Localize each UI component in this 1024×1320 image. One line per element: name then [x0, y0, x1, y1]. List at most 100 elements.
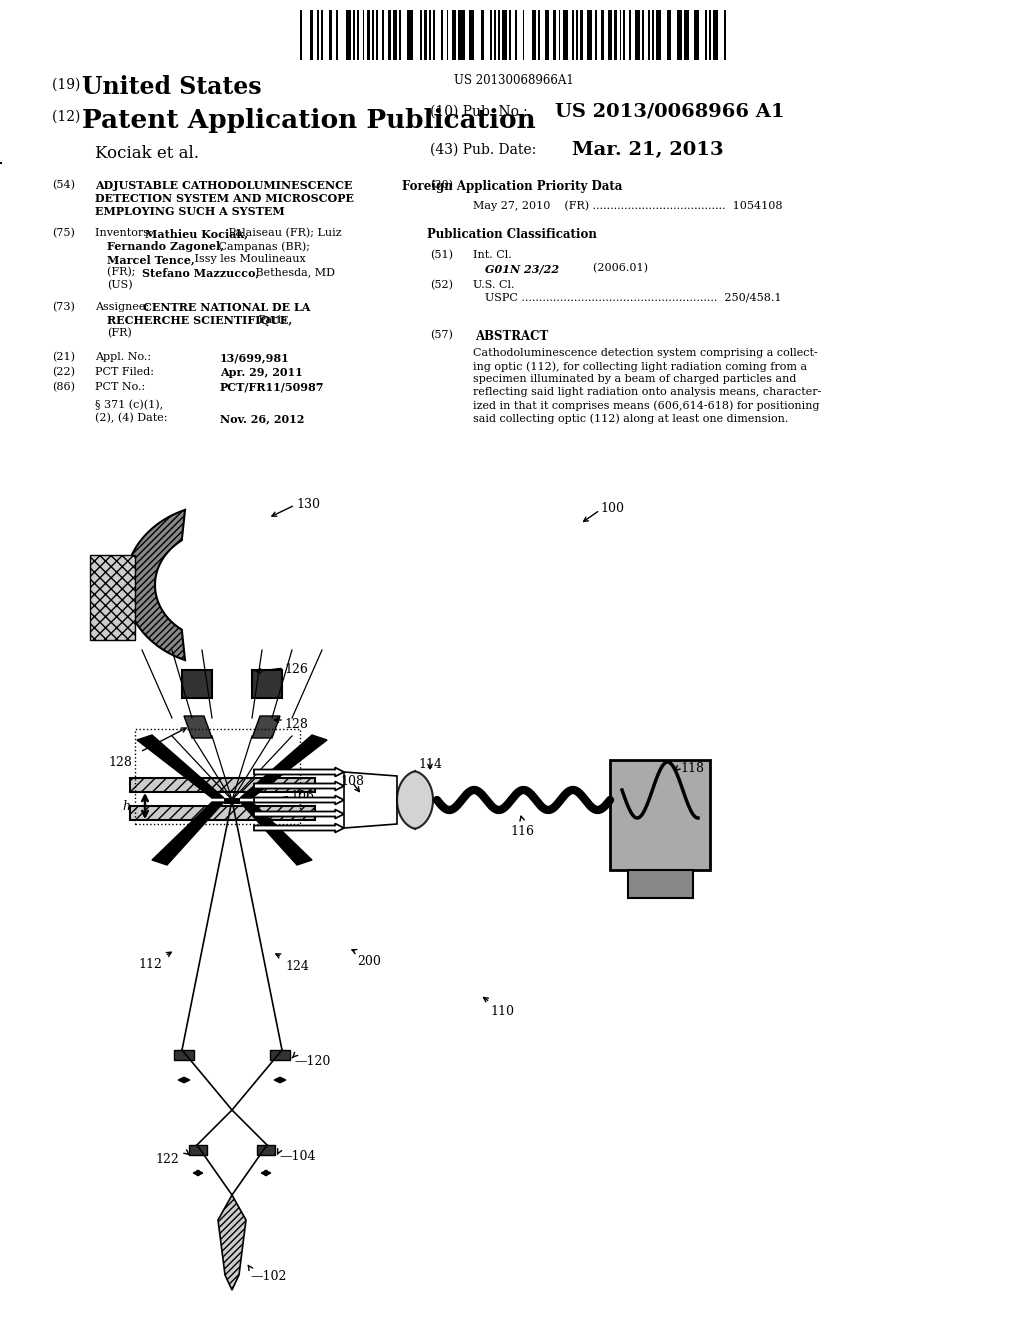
Text: 126: 126: [284, 663, 308, 676]
Bar: [399, 11, 400, 59]
Bar: [353, 11, 355, 59]
FancyArrow shape: [254, 809, 344, 818]
Text: (30): (30): [430, 180, 453, 190]
Bar: [580, 11, 583, 59]
Bar: [469, 11, 474, 59]
Text: US 2013/0068966 A1: US 2013/0068966 A1: [555, 103, 784, 121]
Bar: [694, 11, 699, 59]
Bar: [420, 11, 422, 59]
Text: 130: 130: [296, 498, 319, 511]
Bar: [709, 11, 711, 59]
Bar: [532, 11, 536, 59]
Text: h: h: [122, 800, 130, 813]
Text: (43) Pub. Date:: (43) Pub. Date:: [430, 143, 537, 157]
Bar: [629, 11, 631, 59]
Text: Inventors:: Inventors:: [95, 228, 157, 238]
Text: 128: 128: [284, 718, 308, 731]
Text: Int. Cl.: Int. Cl.: [473, 249, 512, 260]
Bar: [433, 11, 435, 59]
Bar: [575, 11, 578, 59]
Bar: [628, 870, 693, 898]
Text: —104: —104: [279, 1150, 315, 1163]
Bar: [522, 11, 524, 59]
Bar: [453, 11, 456, 59]
Text: 122: 122: [155, 1152, 179, 1166]
Text: Palaiseau (FR); Luiz: Palaiseau (FR); Luiz: [225, 228, 342, 239]
Bar: [480, 11, 484, 59]
Bar: [494, 11, 496, 59]
Text: ized in that it comprises means (606,614-618) for positioning: ized in that it comprises means (606,614…: [473, 400, 819, 411]
Text: Mathieu Kociak,: Mathieu Kociak,: [145, 228, 248, 239]
Text: U.S. Cl.: U.S. Cl.: [473, 280, 514, 290]
Text: Kociak et al.: Kociak et al.: [95, 145, 199, 162]
Text: —102: —102: [250, 1270, 287, 1283]
Text: PCT/FR11/50987: PCT/FR11/50987: [220, 381, 325, 393]
Bar: [620, 11, 622, 59]
Text: Appl. No.:: Appl. No.:: [95, 352, 152, 362]
Bar: [182, 671, 212, 698]
FancyArrow shape: [254, 796, 344, 804]
Polygon shape: [252, 715, 280, 738]
Bar: [252, 671, 282, 698]
Bar: [424, 11, 427, 59]
Text: 112: 112: [138, 958, 162, 972]
Bar: [135, 729, 300, 824]
Bar: [387, 11, 391, 59]
Text: reflecting said light radiation onto analysis means, character-: reflecting said light radiation onto ana…: [473, 387, 821, 397]
Bar: [321, 11, 323, 59]
Bar: [224, 799, 240, 804]
Text: (FR): (FR): [106, 327, 132, 338]
Text: (57): (57): [430, 330, 453, 341]
Bar: [724, 11, 726, 59]
Text: specimen illuminated by a beam of charged particles and: specimen illuminated by a beam of charge…: [473, 374, 797, 384]
Bar: [367, 11, 370, 59]
Text: 116: 116: [510, 825, 534, 838]
Bar: [684, 11, 689, 59]
Bar: [677, 11, 682, 59]
Bar: [642, 11, 644, 59]
Polygon shape: [152, 803, 224, 865]
Text: (86): (86): [52, 381, 75, 392]
Text: 124: 124: [285, 960, 309, 973]
Text: 200: 200: [357, 954, 381, 968]
Text: (75): (75): [52, 228, 75, 239]
Text: (21): (21): [52, 352, 75, 362]
Text: PCT Filed:: PCT Filed:: [95, 367, 154, 378]
Bar: [509, 11, 511, 59]
Bar: [270, 1049, 290, 1060]
Text: Stefano Mazzucco,: Stefano Mazzucco,: [142, 267, 259, 279]
Bar: [601, 11, 604, 59]
Text: (US): (US): [106, 280, 133, 290]
Text: 108: 108: [340, 775, 364, 788]
Bar: [588, 11, 593, 59]
Text: CENTRE NATIONAL DE LA: CENTRE NATIONAL DE LA: [143, 302, 310, 313]
Text: (10) Pub. No.:: (10) Pub. No.:: [430, 106, 532, 119]
Text: ADJUSTABLE CATHODOLUMINESCENCE: ADJUSTABLE CATHODOLUMINESCENCE: [95, 180, 352, 191]
Polygon shape: [397, 771, 433, 829]
Text: —120: —120: [294, 1055, 331, 1068]
Bar: [336, 11, 338, 59]
Bar: [429, 11, 431, 59]
Text: United States: United States: [82, 75, 261, 99]
Text: May 27, 2010    (FR) ......................................  1054108: May 27, 2010 (FR) ......................…: [473, 201, 782, 211]
Text: PCT No.:: PCT No.:: [95, 381, 145, 392]
Text: 110: 110: [490, 1005, 514, 1018]
Polygon shape: [240, 735, 327, 799]
Text: (12): (12): [52, 110, 85, 124]
Bar: [559, 11, 560, 59]
Text: Foreign Application Priority Data: Foreign Application Priority Data: [401, 180, 623, 193]
Bar: [300, 11, 302, 59]
Text: 106: 106: [290, 789, 314, 803]
Bar: [373, 11, 374, 59]
Polygon shape: [125, 510, 185, 660]
Text: Fernando Zagonel,: Fernando Zagonel,: [106, 242, 224, 252]
Text: (22): (22): [52, 367, 75, 378]
Text: 128: 128: [109, 756, 132, 770]
Bar: [329, 11, 332, 59]
Bar: [713, 11, 718, 59]
Bar: [393, 11, 396, 59]
Bar: [502, 11, 507, 59]
Text: ABSTRACT: ABSTRACT: [475, 330, 549, 343]
Bar: [309, 11, 313, 59]
Bar: [376, 11, 378, 59]
